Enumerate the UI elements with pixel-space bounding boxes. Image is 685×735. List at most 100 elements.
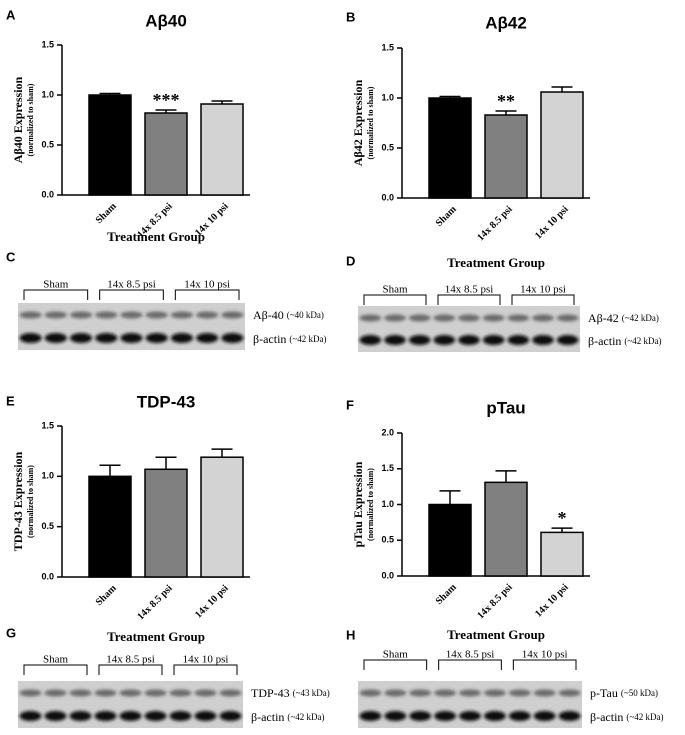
y-tick-label: 0.5 bbox=[41, 139, 54, 149]
group-bracket bbox=[437, 294, 501, 305]
blot-band bbox=[95, 311, 118, 319]
panel-label: H bbox=[346, 627, 355, 642]
blot-band bbox=[170, 333, 194, 343]
x-tick-label: Sham bbox=[434, 581, 460, 607]
blot-band bbox=[482, 335, 505, 345]
x-axis-label: Treatment Group bbox=[107, 229, 205, 244]
x-tick-label: Sham bbox=[94, 200, 120, 226]
blot-band bbox=[409, 689, 432, 697]
band-size: (~43 kDa) bbox=[293, 688, 330, 698]
y-tick-label: 1.5 bbox=[41, 420, 54, 430]
group-bracket bbox=[23, 289, 89, 300]
blot-band bbox=[507, 335, 530, 345]
y-tick-label: 1.0 bbox=[41, 471, 54, 481]
blot-band bbox=[169, 711, 192, 721]
x-tick-label: 14x 10 psi bbox=[533, 204, 571, 242]
band-label: β-actin (~42 kDa) bbox=[588, 334, 662, 348]
blot-band bbox=[44, 689, 67, 697]
panel-label: B bbox=[346, 9, 355, 24]
blot-band bbox=[219, 711, 242, 721]
panel-label: D bbox=[346, 253, 355, 268]
group-bracket bbox=[363, 659, 428, 670]
y-tick-label: 1.0 bbox=[381, 499, 394, 509]
band-size: (~42 kDa) bbox=[626, 712, 663, 722]
bar bbox=[540, 91, 584, 199]
y-tick-label: 1.0 bbox=[41, 89, 54, 99]
blot-band bbox=[119, 711, 142, 721]
band-size: (~50 kDa) bbox=[621, 688, 658, 698]
blot-band bbox=[219, 689, 242, 697]
blot-band bbox=[359, 335, 382, 345]
y-tick-label: 0.0 bbox=[41, 189, 54, 199]
band-label: Aβ-40 (~40 kDa) bbox=[253, 308, 324, 322]
group-label: Sham bbox=[382, 284, 408, 296]
band-name: β-actin bbox=[588, 334, 621, 348]
blot-band bbox=[19, 311, 42, 319]
bar bbox=[540, 531, 584, 577]
x-tick-label: 14x 8.5 psi bbox=[135, 583, 175, 623]
blot-band bbox=[409, 711, 432, 721]
blot-band bbox=[533, 689, 556, 697]
bar bbox=[88, 94, 132, 196]
blot-band bbox=[408, 335, 431, 345]
band-size: (~40 kDa) bbox=[287, 310, 324, 320]
blot-band bbox=[384, 711, 407, 721]
band-label: Aβ-42 (~42 kDa) bbox=[588, 311, 659, 325]
blot-band bbox=[508, 711, 531, 721]
band-name: Aβ-40 bbox=[253, 308, 284, 322]
blot-band bbox=[508, 689, 531, 697]
blot-band bbox=[458, 314, 480, 322]
blot-band bbox=[196, 311, 219, 319]
blot-band bbox=[69, 711, 92, 721]
group-bracket bbox=[512, 659, 577, 670]
band-size: (~42 kDa) bbox=[287, 712, 324, 722]
y-axis-label: Aβ40 Expression bbox=[11, 76, 25, 163]
y-axis-label: Aβ42 Expression bbox=[351, 79, 365, 166]
band-name: β-actin bbox=[253, 332, 286, 346]
significance-label: *** bbox=[153, 90, 180, 110]
group-bracket bbox=[511, 294, 575, 305]
y-axis-sublabel: (normalized to sham) bbox=[26, 83, 35, 156]
y-axis-label: TDP-43 Expression bbox=[11, 451, 25, 551]
x-tick-label: Sham bbox=[94, 582, 120, 608]
blot-band bbox=[433, 314, 456, 322]
blot-band bbox=[434, 711, 457, 721]
y-axis-sublabel: (normalized to sham) bbox=[366, 86, 375, 159]
y-tick-label: 0.5 bbox=[381, 535, 394, 545]
blot-band bbox=[145, 333, 168, 343]
blot-band bbox=[533, 711, 556, 721]
group-label: 14x 8.5 psi bbox=[106, 654, 155, 666]
blot-band bbox=[221, 311, 244, 319]
blot-band bbox=[434, 689, 457, 697]
blot-band bbox=[359, 314, 382, 322]
group-label: 14x 8.5 psi bbox=[445, 284, 494, 296]
x-tick-label: 14x 8.5 psi bbox=[475, 204, 515, 244]
blot-band bbox=[532, 314, 554, 322]
blot-band bbox=[459, 689, 481, 697]
y-tick-label: 0.0 bbox=[381, 570, 394, 580]
blot-band bbox=[19, 711, 42, 721]
chart-title: pTau bbox=[486, 398, 525, 417]
blot-band bbox=[483, 711, 506, 721]
blot-band bbox=[458, 335, 480, 345]
blot-band bbox=[19, 333, 42, 343]
band-size: (~42 kDa) bbox=[624, 336, 661, 346]
bar bbox=[484, 114, 528, 199]
group-bracket bbox=[173, 664, 238, 675]
band-label: β-actin (~42 kDa) bbox=[251, 710, 325, 724]
group-label: Sham bbox=[43, 654, 69, 666]
band-name: β-actin bbox=[251, 710, 284, 724]
panel-label: E bbox=[6, 393, 15, 408]
bar bbox=[144, 468, 188, 578]
blot-band bbox=[194, 711, 217, 721]
blot-band bbox=[95, 333, 118, 343]
blot-band bbox=[69, 689, 92, 697]
group-label: 14x 10 psi bbox=[520, 284, 566, 296]
y-axis-sublabel: (normalized to sham) bbox=[366, 468, 375, 541]
x-tick-label: 14x 10 psi bbox=[193, 583, 231, 621]
blot-band bbox=[120, 311, 143, 319]
group-bracket bbox=[23, 664, 88, 675]
bar bbox=[144, 112, 188, 196]
blot-band bbox=[359, 689, 382, 697]
